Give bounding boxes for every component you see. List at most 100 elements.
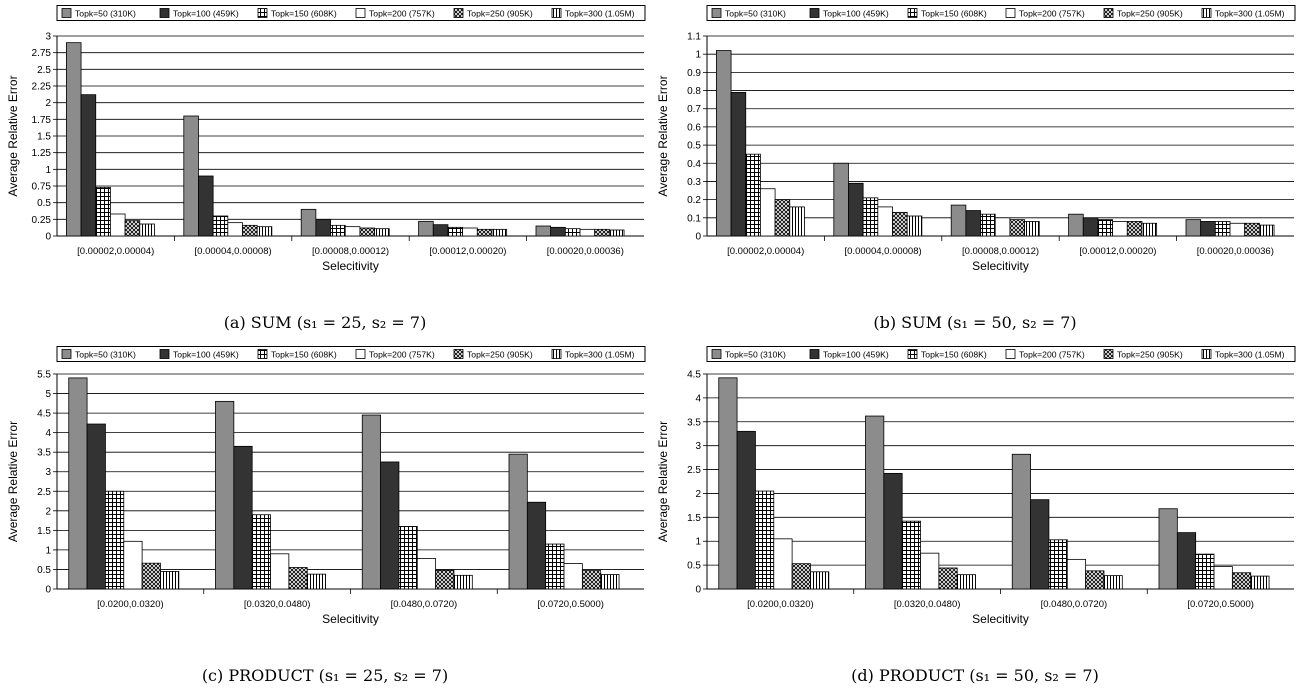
y-tick-label: 2.5 bbox=[37, 65, 51, 76]
legend-swatch bbox=[907, 8, 918, 18]
bar bbox=[608, 229, 625, 237]
legend-swatch bbox=[453, 349, 464, 359]
bar bbox=[920, 552, 940, 590]
y-tick-label: 5 bbox=[45, 389, 51, 400]
panel-caption: (b) SUM (s₁ = 50, s₂ = 7) bbox=[873, 313, 1076, 332]
bar bbox=[432, 224, 449, 237]
y-axis-label: Average Relative Error bbox=[6, 421, 20, 542]
y-tick-label: 1.75 bbox=[32, 115, 52, 126]
x-axis-label: Selecitivity bbox=[322, 259, 379, 273]
legend-label: Topk=200 (757K) bbox=[1019, 9, 1085, 19]
legend-swatch bbox=[809, 8, 820, 18]
legend-swatch bbox=[1103, 8, 1114, 18]
bar bbox=[68, 377, 88, 590]
y-tick-label: 2.75 bbox=[32, 48, 52, 59]
legend-swatch bbox=[159, 8, 170, 18]
bar bbox=[865, 415, 885, 590]
legend-label: Topk=250 (905K) bbox=[1117, 9, 1183, 19]
bar bbox=[791, 563, 811, 590]
y-tick-label: 1 bbox=[45, 545, 51, 556]
legend-swatch bbox=[1005, 349, 1016, 359]
y-tick-label: 4 bbox=[45, 428, 51, 439]
y-tick-label: 0.7 bbox=[687, 104, 701, 115]
legend-label: Topk=300 (1.05M) bbox=[1215, 350, 1285, 360]
y-axis-label: Average Relative Error bbox=[656, 75, 670, 196]
y-axis-label: Average Relative Error bbox=[6, 75, 20, 196]
bar bbox=[476, 228, 493, 237]
bar bbox=[215, 400, 235, 590]
bar bbox=[300, 208, 317, 237]
bar bbox=[1048, 539, 1068, 590]
bar bbox=[65, 42, 82, 237]
chart-panel-a: Topk=50 (310K) Topk=100 (459K) Topk=150 (6… bbox=[6, 5, 646, 332]
y-tick-label: 3 bbox=[45, 467, 51, 478]
y-tick-label: 3.5 bbox=[37, 448, 51, 459]
x-tick-label: [0.00004,0.00008) bbox=[195, 246, 272, 257]
y-tick-label: 1 bbox=[695, 50, 701, 61]
x-tick-label: [0.0200,0.0320) bbox=[747, 599, 814, 610]
bar bbox=[892, 211, 908, 237]
bar bbox=[198, 175, 214, 237]
legend-swatch bbox=[257, 349, 268, 359]
y-tick-label: 0.5 bbox=[687, 141, 701, 152]
legend-box bbox=[706, 5, 1296, 21]
x-tick-label: [0.00012,0.00020) bbox=[429, 246, 506, 257]
y-tick-label: 3.5 bbox=[687, 417, 701, 428]
chart-panel-b: Topk=50 (310K) Topk=100 (459K) Topk=150 (6… bbox=[656, 5, 1296, 332]
bar bbox=[760, 188, 776, 237]
bar bbox=[1200, 221, 1216, 237]
bar bbox=[906, 215, 923, 237]
legend-label: Topk=250 (905K) bbox=[1117, 350, 1183, 360]
bar bbox=[86, 423, 106, 590]
bar bbox=[1085, 570, 1105, 590]
x-tick-label: [0.00004,0.00008) bbox=[845, 246, 922, 257]
bar bbox=[315, 218, 331, 237]
bar bbox=[251, 514, 271, 590]
legend-label: Topk=100 (459K) bbox=[823, 9, 889, 19]
bar bbox=[833, 162, 849, 237]
x-tick-label: [0.0720,0.5000) bbox=[537, 599, 604, 610]
y-tick-label: 5.5 bbox=[37, 370, 51, 381]
bar bbox=[1250, 575, 1270, 590]
bar bbox=[965, 210, 981, 237]
y-tick-label: 4.5 bbox=[687, 370, 701, 381]
bar bbox=[1030, 499, 1050, 590]
y-tick-label: 1.5 bbox=[37, 132, 51, 143]
legend-swatch bbox=[1103, 349, 1114, 359]
x-tick-label: [0.00002,0.00004) bbox=[727, 246, 804, 257]
bar bbox=[938, 567, 958, 590]
y-axis-label: Average Relative Error bbox=[656, 421, 670, 542]
bar bbox=[462, 227, 478, 237]
legend-swatch bbox=[1005, 8, 1016, 18]
bar bbox=[730, 91, 747, 237]
legend-label: Topk=150 (608K) bbox=[271, 9, 337, 19]
legend-box bbox=[56, 346, 646, 362]
bar bbox=[545, 543, 565, 590]
legend-swatch bbox=[61, 8, 72, 18]
bar bbox=[508, 453, 528, 590]
bar bbox=[105, 490, 125, 590]
bars-a bbox=[65, 42, 625, 237]
bar bbox=[1258, 224, 1275, 237]
bars-c bbox=[68, 377, 620, 590]
y-tick-label: 0.9 bbox=[687, 68, 701, 79]
y-tick-label: 0.75 bbox=[32, 182, 52, 193]
legend-swatch bbox=[1201, 8, 1212, 18]
legend-swatch bbox=[355, 8, 366, 18]
bar bbox=[581, 570, 602, 590]
legend-label: Topk=50 (310K) bbox=[725, 9, 786, 19]
x-tick-label: [0.0200,0.0320) bbox=[97, 599, 164, 610]
bar bbox=[233, 445, 253, 590]
bar bbox=[435, 569, 455, 590]
legend-label: Topk=200 (757K) bbox=[369, 350, 435, 360]
bar bbox=[123, 540, 143, 590]
bar bbox=[1024, 221, 1040, 237]
legend-swatch bbox=[809, 349, 820, 359]
legend-label: Topk=150 (608K) bbox=[921, 350, 987, 360]
bar bbox=[270, 553, 290, 590]
x-tick-label: [0.00020,0.00036) bbox=[547, 246, 624, 257]
x-tick-label: [0.0480,0.0720) bbox=[1041, 599, 1108, 610]
y-tick-label: 1 bbox=[695, 537, 701, 548]
bar bbox=[994, 217, 1011, 237]
